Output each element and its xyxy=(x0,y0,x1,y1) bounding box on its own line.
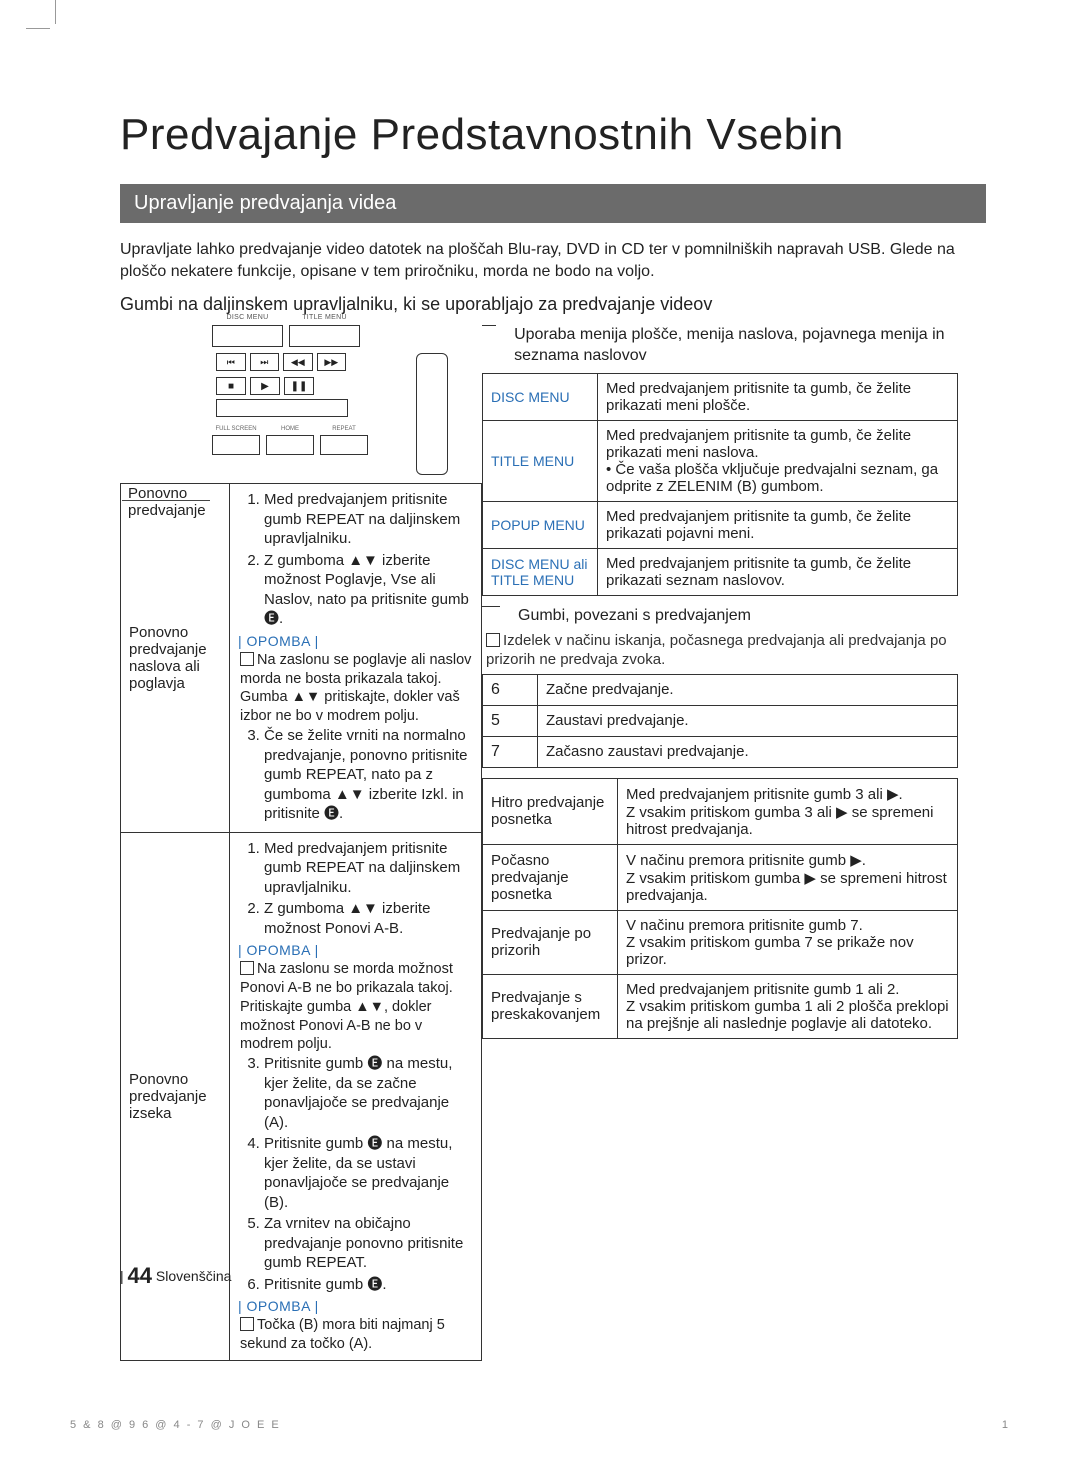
play-mode-name: Predvajanje s preskakovanjem xyxy=(483,974,618,1038)
instruction-step: Pritisnite gumb 🅔. xyxy=(264,1275,473,1295)
play-button-desc: Začne predvajanje. xyxy=(538,674,958,705)
play-button-desc: Začasno zaustavi predvajanje. xyxy=(538,736,958,767)
callout-line xyxy=(482,325,496,373)
remote-illustration: DISC MENU TITLE MENU ⏮ ⏭ ◀◀ ▶▶ xyxy=(210,325,450,475)
left-row1-label: Ponovno predvajanje naslova ali poglavja xyxy=(121,484,230,832)
menu-button-name: DISC MENU ali TITLE MENU xyxy=(483,548,598,595)
callout-line xyxy=(482,606,500,629)
remote-pause-icon: ❚❚ xyxy=(284,377,314,395)
instruction-step: Pritisnite gumb 🅔 na mestu, kjer želite,… xyxy=(264,1054,473,1132)
instruction-step: Za vrnitev na običajno predvajanje ponov… xyxy=(264,1214,473,1273)
remote-title-menu-btn: TITLE MENU xyxy=(289,325,360,347)
note-body: Točka (B) mora biti najmanj 5 sekund za … xyxy=(240,1316,473,1354)
remote-fullscreen-btn: FULL SCREEN xyxy=(212,435,260,455)
play-button-num: 5 xyxy=(483,705,538,736)
left-column: Ponovno predvajanje DISC MENU TITLE MENU xyxy=(120,325,482,1361)
play-mode-name: Hitro predvajanje posnetka xyxy=(483,778,618,844)
page-footer: | 44 Slovenščina xyxy=(120,1263,231,1289)
meta-right: 1 xyxy=(1002,1419,1010,1431)
right-heading-2: Gumbi, povezani s predvajanjem xyxy=(518,606,751,627)
menu-button-name: POPUP MENU xyxy=(483,501,598,548)
remote-side-label-wrap: Ponovno predvajanje xyxy=(120,325,210,483)
intro-paragraph: Upravljate lahko predvajanje video datot… xyxy=(120,239,958,282)
crop-mark xyxy=(26,28,50,29)
menu-button-desc: Med predvajanjem pritisnite ta gumb, če … xyxy=(598,373,958,420)
remote-wide-btn xyxy=(216,399,348,417)
play-button-desc: Zaustavi predvajanje. xyxy=(538,705,958,736)
play-mode-desc: V načinu premora pritisnite gumb 7. Z vs… xyxy=(618,910,958,974)
meta-left: 5 & 8 @ 9 6 @ 4 - 7 @ J O E E xyxy=(70,1419,281,1431)
note-label: | OPOMBA | xyxy=(238,633,473,649)
remote-next-icon: ⏭ xyxy=(250,353,280,371)
play-mode-desc: V načinu premora pritisnite gumb ▶. Z vs… xyxy=(618,844,958,910)
remote-side-label: Ponovno predvajanje xyxy=(128,485,210,519)
page-title: Predvajanje Predstavnostnih Vsebin xyxy=(120,110,970,160)
manual-page: Predvajanje Predstavnostnih Vsebin Uprav… xyxy=(0,0,1080,1479)
instruction-step: Pritisnite gumb 🅔 na mestu, kjer želite,… xyxy=(264,1134,473,1212)
remote-prev-icon: ⏮ xyxy=(216,353,246,371)
play-button-num: 7 xyxy=(483,736,538,767)
menu-button-name: DISC MENU xyxy=(483,373,598,420)
remote-disc-menu-btn: DISC MENU xyxy=(212,325,283,347)
instruction-step: Če se želite vrniti na normalno predvaja… xyxy=(264,726,473,824)
remote-illustration-wrap: Ponovno predvajanje DISC MENU TITLE MENU xyxy=(120,325,482,483)
play-mode-name: Počasno predvajanje posnetka xyxy=(483,844,618,910)
remote-rew-icon: ◀◀ xyxy=(283,353,313,371)
play-mode-desc: Med predvajanjem pritisnite gumb 1 ali 2… xyxy=(618,974,958,1038)
btn-label: DISC MENU xyxy=(213,314,282,321)
note-body: Na zaslonu se poglavje ali naslov morda … xyxy=(240,651,473,726)
right-heading-1: Uporaba menija plošče, menija naslova, p… xyxy=(514,325,958,367)
section-heading-bar: Upravljanje predvajanja videa xyxy=(120,184,986,223)
instruction-step: Med predvajanjem pritisnite gumb REPEAT … xyxy=(264,490,473,549)
left-instruction-table: Ponovno predvajanje naslova ali poglavja… xyxy=(120,483,482,1361)
menu-button-desc: Med predvajanjem pritisnite ta gumb, če … xyxy=(598,548,958,595)
page-language: Slovenščina xyxy=(156,1268,232,1284)
btn-label: TITLE MENU xyxy=(290,314,359,321)
sub-heading: Gumbi na daljinskem upravljalniku, ki se… xyxy=(120,294,958,315)
right-note: Izdelek v načinu iskanja, počasnega pred… xyxy=(486,631,958,670)
note-body: Na zaslonu se morda možnost Ponovi A-B n… xyxy=(240,960,473,1054)
remote-repeat-btn: REPEAT xyxy=(320,435,368,455)
menu-button-desc: Med predvajanjem pritisnite ta gumb, če … xyxy=(598,420,958,501)
menu-button-name: TITLE MENU xyxy=(483,420,598,501)
left-row2-body: Med predvajanjem pritisnite gumb REPEAT … xyxy=(230,832,482,1360)
crop-mark xyxy=(55,0,56,24)
bottom-meta: 5 & 8 @ 9 6 @ 4 - 7 @ J O E E 1 xyxy=(70,1419,1010,1431)
remote-home-btn: HOME xyxy=(266,435,314,455)
remote-tall-btn xyxy=(416,353,448,475)
instruction-step: Med predvajanjem pritisnite gumb REPEAT … xyxy=(264,839,473,898)
two-column-layout: Ponovno predvajanje DISC MENU TITLE MENU xyxy=(120,325,958,1361)
note-label: | OPOMBA | xyxy=(238,1298,473,1314)
play-mode-name: Predvajanje po prizorih xyxy=(483,910,618,974)
play-button-num: 6 xyxy=(483,674,538,705)
instruction-step: Z gumboma ▲▼ izberite možnost Poglavje, … xyxy=(264,551,473,629)
right-table-1: DISC MENUMed predvajanjem pritisnite ta … xyxy=(482,373,958,596)
left-row1-body: Med predvajanjem pritisnite gumb REPEAT … xyxy=(230,484,482,832)
instruction-step: Z gumboma ▲▼ izberite možnost Ponovi A-B… xyxy=(264,899,473,938)
right-column: Uporaba menija plošče, menija naslova, p… xyxy=(482,325,958,1361)
remote-play-icon: ▶ xyxy=(250,377,280,395)
menu-button-desc: Med predvajanjem pritisnite ta gumb, če … xyxy=(598,501,958,548)
right-table-2: 6Začne predvajanje.5Zaustavi predvajanje… xyxy=(482,674,958,768)
remote-stop-icon: ■ xyxy=(216,377,246,395)
page-number: 44 xyxy=(128,1263,152,1288)
right-table-3: Hitro predvajanje posnetkaMed predvajanj… xyxy=(482,778,958,1039)
remote-ff-icon: ▶▶ xyxy=(317,353,347,371)
note-label: | OPOMBA | xyxy=(238,942,473,958)
play-mode-desc: Med predvajanjem pritisnite gumb 3 ali ▶… xyxy=(618,778,958,844)
